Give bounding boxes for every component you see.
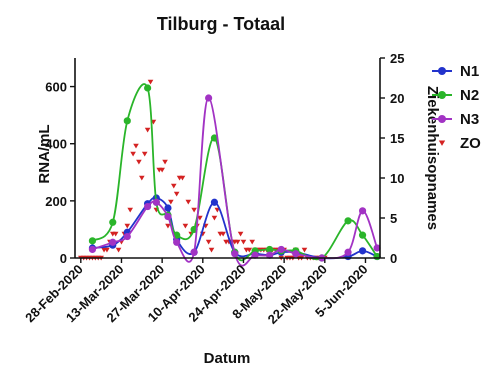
legend-label-n1: N1 xyxy=(460,63,479,80)
data-point-zo xyxy=(141,151,148,157)
data-point-zo xyxy=(136,159,142,165)
data-point-n3 xyxy=(373,244,381,252)
legend-marker-n2 xyxy=(438,91,446,99)
legend-marker-zo xyxy=(438,140,446,146)
data-point-zo xyxy=(249,239,255,245)
data-point-n2 xyxy=(123,117,131,125)
data-point-n1 xyxy=(210,198,219,206)
data-point-n3 xyxy=(277,245,285,254)
x-axis-label: Datum xyxy=(204,350,251,367)
data-point-n2 xyxy=(88,237,97,245)
data-point-n1 xyxy=(164,204,172,212)
data-point-n3 xyxy=(88,245,97,254)
y2-tick-label: 20 xyxy=(390,91,404,106)
data-point-zo xyxy=(168,199,174,205)
data-point-zo xyxy=(147,79,154,85)
data-point-zo xyxy=(170,183,177,189)
data-point-n3 xyxy=(266,251,274,259)
data-point-zo xyxy=(133,143,139,149)
data-point-zo xyxy=(139,175,145,181)
data-point-n3 xyxy=(152,198,160,206)
data-point-zo xyxy=(234,239,241,245)
data-point-zo xyxy=(240,239,247,245)
legend-label-zo: ZO xyxy=(460,135,481,152)
legend-item-zo: ZO xyxy=(438,135,481,152)
data-point-zo xyxy=(162,159,168,165)
data-point-n3 xyxy=(109,238,117,246)
y-tick-label: 200 xyxy=(45,194,67,209)
y2-tick-label: 10 xyxy=(390,171,404,186)
data-point-n1 xyxy=(358,247,367,255)
data-point-n3 xyxy=(292,250,300,258)
data-point-n3 xyxy=(231,250,239,258)
data-point-n3 xyxy=(123,232,131,241)
data-point-n3 xyxy=(173,238,181,246)
data-point-zo xyxy=(173,191,180,197)
y2-tick-label: 15 xyxy=(390,131,404,146)
data-point-n2 xyxy=(144,84,152,92)
data-point-zo xyxy=(159,167,165,173)
data-point-zo xyxy=(220,231,226,237)
data-point-n3 xyxy=(190,248,198,256)
legend-label-n2: N2 xyxy=(460,87,479,104)
chart-title: Tilburg - Totaal xyxy=(157,14,285,34)
y2-tick-label: 25 xyxy=(390,51,404,66)
y2-tick-label: 5 xyxy=(390,211,397,226)
series-line-n2 xyxy=(91,83,378,262)
legend-item-n1: N1 xyxy=(432,63,479,80)
data-point-n3 xyxy=(358,207,367,215)
data-point-zo xyxy=(104,247,110,253)
data-point-zo xyxy=(182,223,189,229)
data-point-n2 xyxy=(358,231,367,239)
series-n2 xyxy=(88,83,381,262)
data-point-n3 xyxy=(144,202,152,211)
y-tick-label: 0 xyxy=(60,251,67,266)
data-point-zo xyxy=(144,127,151,133)
data-point-zo xyxy=(124,223,131,229)
data-point-zo xyxy=(191,207,197,213)
y-tick-label: 400 xyxy=(45,137,67,152)
y-tick-label: 600 xyxy=(45,80,67,95)
data-point-zo xyxy=(237,231,244,237)
data-point-zo xyxy=(205,239,212,245)
y2-axis-label: Ziekenhuisopnames xyxy=(424,86,441,230)
data-point-zo xyxy=(165,223,171,229)
data-point-n3 xyxy=(205,94,213,102)
legend-label-n3: N3 xyxy=(460,111,479,128)
legend: N1 N2 N3 ZO xyxy=(432,63,481,152)
data-point-zo xyxy=(208,247,215,253)
legend-marker-n1 xyxy=(438,67,446,75)
legend-item-n3: N3 xyxy=(432,111,479,128)
y2-tick-label: 0 xyxy=(390,251,397,266)
legend-marker-n3 xyxy=(438,115,446,123)
data-point-zo xyxy=(211,215,218,221)
data-point-zo xyxy=(112,231,119,237)
data-point-zo xyxy=(246,247,253,253)
data-point-n3 xyxy=(344,248,352,256)
data-point-zo xyxy=(301,247,308,253)
data-point-n2 xyxy=(344,217,352,225)
series-zo xyxy=(78,79,328,261)
data-point-zo xyxy=(179,175,186,181)
data-point-n3 xyxy=(164,212,172,221)
data-point-zo xyxy=(185,199,192,205)
data-point-n2 xyxy=(266,245,274,254)
data-point-n3 xyxy=(251,251,259,259)
data-point-n2 xyxy=(109,218,117,226)
legend-item-n2: N2 xyxy=(432,87,479,104)
y-axis-label: RNA/mL xyxy=(36,124,53,183)
data-point-zo xyxy=(127,207,133,213)
data-point-zo xyxy=(115,247,122,253)
data-point-zo xyxy=(130,151,136,157)
